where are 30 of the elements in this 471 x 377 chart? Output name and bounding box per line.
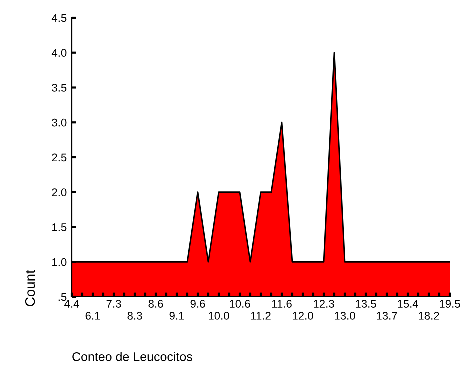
x-tick-label: 13.7 bbox=[377, 312, 398, 320]
y-tick-label: .5 bbox=[58, 293, 67, 302]
x-tick-label: 15.4 bbox=[398, 300, 418, 308]
x-tick-label: 13.0 bbox=[335, 312, 356, 320]
y-tick-label: 1.5 bbox=[52, 224, 67, 232]
x-tick-label: 11.6 bbox=[272, 300, 292, 308]
y-tick-label: 3.0 bbox=[52, 118, 67, 127]
x-tick-label: 10.0 bbox=[209, 312, 230, 320]
y-tick-label: 2.0 bbox=[52, 188, 67, 197]
x-tick-label: 9.1 bbox=[170, 312, 184, 320]
y-tick-label: 2.5 bbox=[52, 154, 67, 162]
x-tick-label: 8.6 bbox=[148, 300, 164, 308]
x-tick-label: 12.3 bbox=[314, 300, 334, 308]
x-tick-label: 4.4 bbox=[64, 300, 80, 308]
x-tick-label: 6.1 bbox=[86, 312, 100, 320]
x-tick-label: 18.2 bbox=[419, 312, 440, 320]
x-tick-label: 19.5 bbox=[440, 300, 460, 308]
y-tick-label: 4.0 bbox=[52, 49, 67, 58]
y-tick-label: 1.0 bbox=[52, 258, 67, 266]
x-tick-label: 9.6 bbox=[190, 300, 206, 308]
x-tick-label: 13.5 bbox=[356, 300, 376, 308]
x-tick-label: 10.6 bbox=[230, 300, 250, 308]
x-axis-title: Conteo de Leucocitos bbox=[72, 352, 192, 362]
x-tick-label: 11.2 bbox=[251, 312, 271, 320]
y-axis-title: Count bbox=[25, 270, 36, 306]
x-tick-label: 7.3 bbox=[106, 300, 122, 308]
x-tick-label: 12.0 bbox=[293, 312, 314, 320]
y-tick-label: 3.5 bbox=[52, 84, 67, 92]
y-tick-label: 4.5 bbox=[52, 14, 67, 22]
x-tick-label: 8.3 bbox=[128, 312, 142, 320]
